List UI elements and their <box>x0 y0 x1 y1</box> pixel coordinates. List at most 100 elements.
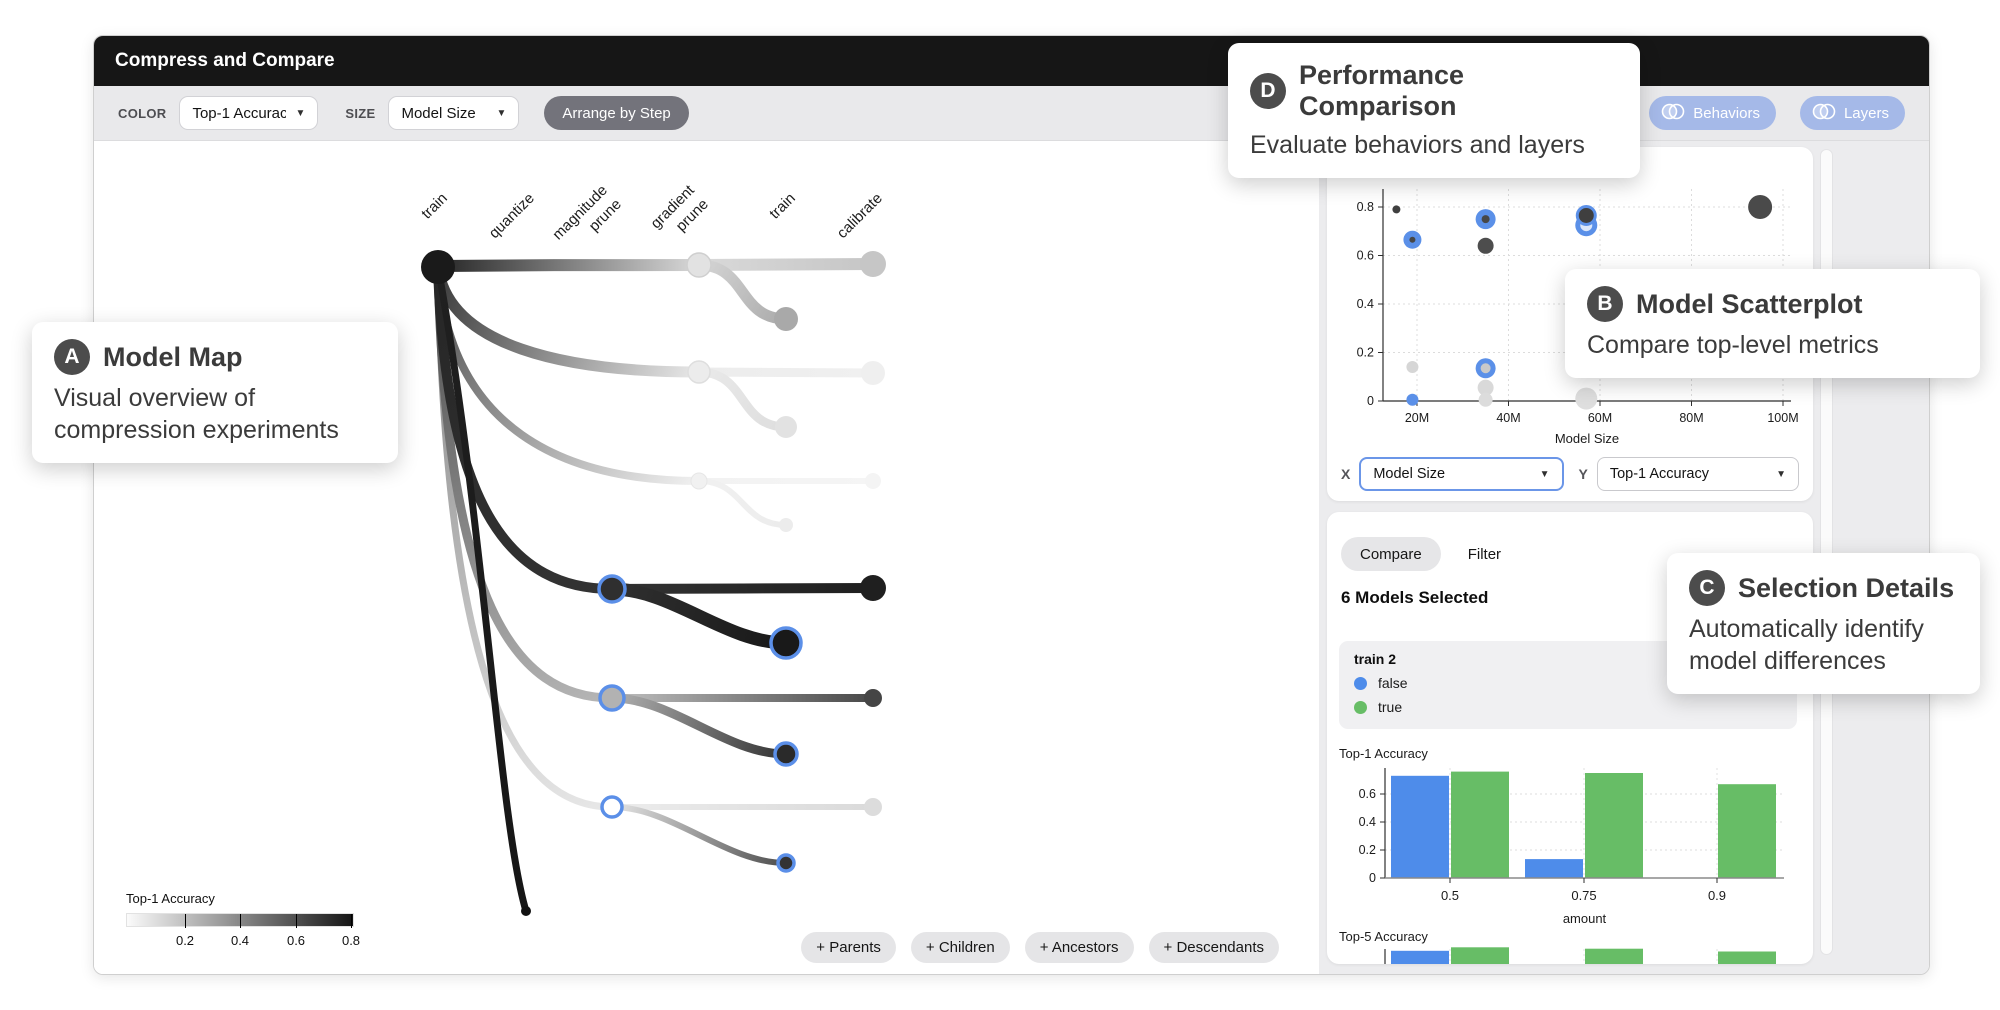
scatter-point[interactable] <box>1477 237 1494 254</box>
model-node[interactable] <box>598 684 626 712</box>
model-node[interactable] <box>773 741 799 767</box>
model-node[interactable] <box>865 473 881 489</box>
y-tick-label: 0 <box>1369 871 1376 885</box>
bar-true <box>1585 773 1643 878</box>
difference-group-title: train 2 <box>1354 651 1397 667</box>
callout-performance-comparison: D Performance Comparison Evaluate behavi… <box>1228 43 1640 178</box>
scatter-point[interactable] <box>1748 195 1773 219</box>
model-edge <box>432 261 705 378</box>
x-tick-label: 60M <box>1588 411 1612 425</box>
bar-chart-title: Top-5 Accuracy <box>1339 929 1428 944</box>
tab-compare[interactable]: Compare <box>1341 537 1441 571</box>
model-node[interactable] <box>690 472 708 490</box>
legend-tick-label: 0.6 <box>286 933 306 948</box>
category-label: 0.75 <box>1571 888 1596 903</box>
bar-true <box>1451 947 1509 964</box>
model-edge <box>694 367 791 432</box>
y-tick-label: 0.6 <box>1357 249 1374 263</box>
badge-a: A <box>54 339 90 375</box>
model-map-chart[interactable]: train quantize magnitude prune gradient prune… <box>94 141 1319 974</box>
size-label: SIZE <box>345 105 376 121</box>
column-label: train <box>766 190 799 223</box>
legend-dot-false <box>1354 676 1367 690</box>
add-descendants-button[interactable]: + Descendants <box>1148 932 1279 963</box>
callout-d-body: Evaluate behaviors and layers <box>1250 131 1585 159</box>
add-parents-button[interactable]: + Parents <box>801 932 896 963</box>
model-node[interactable] <box>769 626 803 660</box>
model-node[interactable] <box>597 574 627 604</box>
y-axis-select[interactable]: Top-1 Accuracy ▼ <box>1596 457 1799 491</box>
y-tick-label: 0.4 <box>1357 297 1374 311</box>
title-bar: Compress and Compare <box>94 36 1929 86</box>
color-label: COLOR <box>118 105 167 121</box>
model-node[interactable] <box>421 250 455 284</box>
model-node[interactable] <box>860 251 886 277</box>
layers-toggle-button[interactable]: Layers <box>1799 96 1905 130</box>
x-axis-label: Model Size <box>1555 431 1619 446</box>
callout-d-title: Performance Comparison <box>1299 60 1465 121</box>
model-edge <box>607 693 791 759</box>
x-axis-select[interactable]: Model Size ▼ <box>1359 457 1564 491</box>
x-tick-label: 20M <box>1405 411 1429 425</box>
model-node[interactable] <box>779 518 793 532</box>
legend-dot-true <box>1354 700 1367 714</box>
scatter-point[interactable] <box>1478 392 1493 407</box>
badge-d: D <box>1250 73 1286 109</box>
tab-filter[interactable]: Filter <box>1467 545 1502 563</box>
top5-accuracy-bar-chart: Top-5 Accuracy 0.8 <box>1327 929 1805 964</box>
bar-true <box>1451 771 1509 878</box>
legend-tick-label: 0.8 <box>341 933 361 948</box>
legend-tick-label: 0.2 <box>175 933 195 948</box>
callout-c-title: Selection Details <box>1738 572 1955 603</box>
callout-b-title: Model Scatterplot <box>1636 288 1863 319</box>
model-node[interactable] <box>521 906 531 916</box>
y-tick-label: 0.8 <box>1359 962 1376 964</box>
model-node[interactable] <box>861 361 885 385</box>
legend-tick <box>185 914 186 928</box>
model-node[interactable] <box>687 360 711 384</box>
callout-b-body: Compare top-level metrics <box>1587 331 1879 359</box>
callout-selection-details: C Selection Details Automatically identi… <box>1667 553 1980 694</box>
model-edge <box>605 582 793 650</box>
bar-true <box>1718 951 1776 964</box>
model-edge <box>433 262 617 594</box>
axis-selectors: X Model Size ▼ Y Top-1 Accuracy ▼ <box>1341 457 1799 491</box>
add-children-button[interactable]: + Children <box>910 932 1010 963</box>
callout-model-scatterplot: B Model Scatterplot Compare top-level me… <box>1565 269 1980 378</box>
bar-true <box>1585 948 1643 964</box>
model-node[interactable] <box>600 795 624 819</box>
model-node[interactable] <box>775 416 797 438</box>
size-select[interactable]: Model Size ▼ <box>388 96 520 130</box>
behaviors-toggle-button[interactable]: Behaviors <box>1649 96 1776 130</box>
model-node[interactable] <box>774 307 798 331</box>
arrange-by-step-button[interactable]: Arrange by Step <box>544 96 689 130</box>
chevron-down-icon: ▼ <box>295 107 306 119</box>
scatter-point[interactable] <box>1406 361 1419 374</box>
model-edge <box>607 583 878 594</box>
scatter-point[interactable] <box>1575 387 1598 410</box>
chevron-down-icon: ▼ <box>496 107 507 119</box>
model-node[interactable] <box>860 575 886 601</box>
callout-c-body: Automatically identify model differences <box>1689 615 1924 675</box>
scatter-point[interactable] <box>1477 379 1494 396</box>
legend-tick <box>351 914 352 928</box>
model-node[interactable] <box>776 853 796 873</box>
callout-model-map: A Model Map Visual overview of compressi… <box>32 322 398 463</box>
model-edge <box>434 263 530 915</box>
selection-details-card: Compare Filter 6 Models Selected train 2… <box>1327 512 1813 964</box>
legend-item-true: true <box>1354 699 1782 715</box>
model-node[interactable] <box>864 798 882 816</box>
model-edge <box>696 478 789 528</box>
scatter-point[interactable] <box>1392 205 1401 214</box>
model-node[interactable] <box>864 689 882 707</box>
scatter-point[interactable] <box>1406 393 1419 406</box>
color-select[interactable]: Top-1 Accuracy ▼ <box>179 96 319 130</box>
y-tick-label: 0.2 <box>1357 346 1374 360</box>
add-ancestors-button[interactable]: + Ancestors <box>1024 932 1134 963</box>
legend-title: Top-1 Accuracy <box>126 891 215 906</box>
model-node[interactable] <box>686 252 712 278</box>
legend-tick-label: 0.4 <box>230 933 250 948</box>
y-tick-label: 0.6 <box>1359 787 1376 801</box>
scatter-point[interactable] <box>1575 204 1597 226</box>
bar-chart-title: Top-1 Accuracy <box>1339 746 1428 761</box>
